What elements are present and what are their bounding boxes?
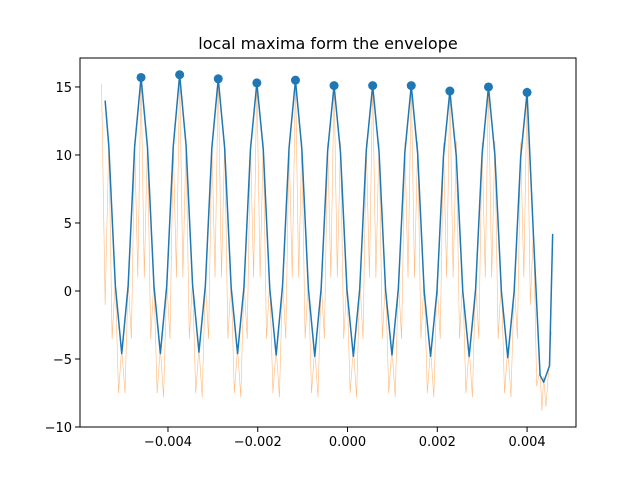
point: [522, 87, 532, 97]
point: [406, 81, 416, 91]
chart-title: local maxima form the envelope: [198, 34, 457, 53]
x-tick-label: −0.002: [234, 435, 282, 450]
axes-frame: [79, 57, 577, 428]
point: [483, 82, 493, 92]
line: [101, 70, 552, 411]
line: [104, 73, 554, 383]
y-tick-label: 10: [55, 149, 72, 164]
y-tick-label: 5: [64, 217, 72, 232]
point: [329, 81, 339, 91]
point: [290, 75, 300, 85]
point: [213, 74, 223, 84]
y-tick-label: 0: [64, 285, 72, 300]
y-tick-label: −10: [45, 421, 72, 436]
point: [252, 78, 262, 88]
x-tick-label: 0.000: [329, 435, 366, 450]
point: [368, 81, 378, 91]
point: [136, 72, 146, 82]
x-tick-label: −0.004: [144, 435, 192, 450]
x-tick-label: 0.002: [419, 435, 456, 450]
point: [175, 70, 185, 80]
y-tick-label: −5: [53, 353, 72, 368]
x-tick-label: 0.004: [508, 435, 545, 450]
point: [445, 86, 455, 96]
y-tick-label: 15: [55, 81, 72, 96]
